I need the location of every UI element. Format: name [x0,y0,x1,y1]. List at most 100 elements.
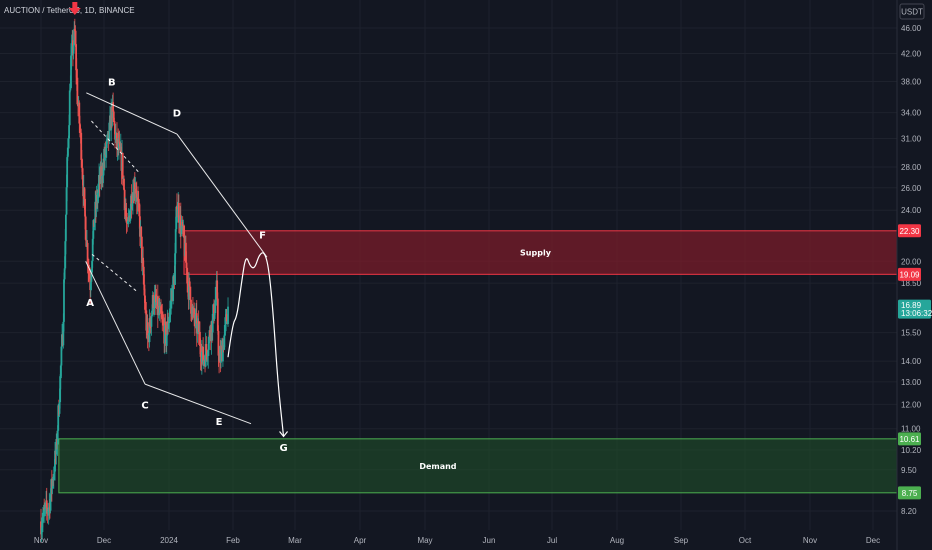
y-tick-label: 13.00 [901,378,922,387]
candle-body [56,430,59,445]
candle-body [174,229,177,254]
y-tick-label: 26.00 [901,184,922,193]
candle-body [123,189,126,211]
candle-body [138,203,141,217]
y-tick-label: 18.50 [901,279,922,288]
candle-body [51,479,54,489]
point-label-a: A [86,298,94,309]
level-badge-label: 8.75 [902,489,918,498]
candle-body [206,350,208,357]
candle-body [105,148,108,155]
x-tick-label: Mar [288,536,302,545]
candle-body [102,175,104,177]
point-labels: A B C D E F G [86,78,287,455]
candle-body [89,281,92,291]
candle-body [86,242,89,264]
candle-body [42,516,44,524]
candle-body [181,221,184,230]
candle-body [193,308,196,318]
candle-body [114,125,116,140]
supply-zone-label: Supply [520,249,552,258]
candle-body [47,511,49,512]
candle-body [53,471,56,474]
candle-body [127,217,130,222]
candle-body [81,167,84,180]
candle-body [137,200,140,204]
price-axis[interactable]: 46.00 42.00 38.00 34.00 31.00 28.00 26.00 24.00… [901,24,922,516]
candle-body [214,295,217,301]
candle-body [180,225,183,235]
point-label-c: C [141,400,148,411]
candle-body [176,209,179,211]
trend-lines [85,92,289,438]
candle-body [209,330,212,337]
candle-body [204,344,207,367]
candle-body [223,325,226,336]
candle-body [144,309,147,311]
candle-body [162,322,165,326]
x-tick-label: May [417,536,432,545]
candle-body [90,272,93,282]
candle-body [112,111,115,121]
currency-label: USDT [901,8,923,17]
candle-body [153,295,156,309]
candle-body [170,299,173,301]
candle-body [144,295,146,310]
candle-body [114,134,117,140]
projection-path [227,252,285,437]
level-badge-label: 10.61 [899,435,920,444]
candle-body [117,142,120,150]
candle-body [223,335,226,350]
candle-body [40,527,43,535]
candle-body [84,216,87,240]
currency-button[interactable] [899,3,925,20]
y-tick-label: 11.00 [901,425,921,434]
candle-body [65,187,68,215]
candle-body [142,257,145,267]
candle-body [68,125,70,139]
candle-body [101,165,104,176]
candle-body [66,157,69,188]
candle-body [191,307,194,317]
level-badge [898,224,921,238]
time-axis[interactable]: Nov Dec 2024 Feb Mar Apr May Jun Jul Aug Sep Oct Nov… [34,536,880,545]
candle-body [169,308,171,317]
zones: Supply Demand [58,230,898,494]
channel-line-dashed [91,253,139,293]
candle-body [113,120,116,126]
candle-body [176,206,178,211]
candle-body [149,318,152,327]
y-tick-label: 10.20 [901,446,922,455]
candle-body [185,262,188,269]
trend-line [144,383,252,425]
candle-body [74,31,77,45]
candle-body [87,268,90,271]
candle-body [64,214,67,242]
y-tick-label: 28.00 [901,163,922,172]
candle-body [149,326,152,328]
candle-body [200,351,203,362]
level-badge [898,267,921,281]
x-tick-label: Feb [226,536,240,545]
candle-body [118,142,121,144]
candle-body [91,261,93,273]
candle-body [151,310,153,317]
point-label-e: E [216,417,223,428]
candle-body [168,316,171,324]
candle-body [70,46,73,56]
candle-body [102,158,105,176]
candle-body [195,313,198,334]
candle-body [161,317,164,320]
level-badge-label: 19.09 [899,270,920,279]
candle-body [139,216,141,237]
y-tick-label: 34.00 [901,109,922,118]
candle-body [97,183,100,193]
candle-body [121,152,124,179]
x-tick-label: Nov [803,536,817,545]
candle-body [45,500,48,508]
candle-body [66,147,69,158]
y-tick-label: 20.00 [901,257,922,266]
candle-body [160,313,163,318]
candle-body [78,102,81,124]
